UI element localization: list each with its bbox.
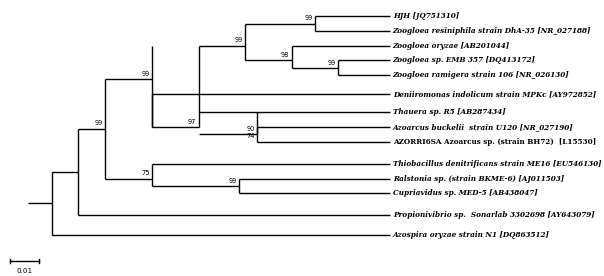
Text: Zoogloea sp. EMB 357 [DQ413172]: Zoogloea sp. EMB 357 [DQ413172] <box>393 56 536 64</box>
Text: 75: 75 <box>141 170 150 176</box>
Text: Azospira oryzae strain N1 [DQ863512]: Azospira oryzae strain N1 [DQ863512] <box>393 231 550 239</box>
Text: Zoogloea ramigera strain 106 [NR_026130]: Zoogloea ramigera strain 106 [NR_026130] <box>393 71 570 79</box>
Text: 99: 99 <box>327 60 336 66</box>
Text: 0.01: 0.01 <box>16 268 33 274</box>
Text: 99: 99 <box>235 38 243 43</box>
Text: 99: 99 <box>304 15 313 21</box>
Text: HJH [JQ751310]: HJH [JQ751310] <box>393 12 459 20</box>
Text: Ralstonia sp. (strain BKME-6) [AJ011503]: Ralstonia sp. (strain BKME-6) [AJ011503] <box>393 174 564 182</box>
Text: 74: 74 <box>246 133 254 139</box>
Text: Cupriavidus sp. MED-5 [AB438047]: Cupriavidus sp. MED-5 [AB438047] <box>393 189 538 197</box>
Text: AZORRI6SA Azoarcus sp. (strain BH72)  [L15530]: AZORRI6SA Azoarcus sp. (strain BH72) [L1… <box>393 138 596 146</box>
Text: Propionivibrio sp.  Sonarlab 3302698 [AY643079]: Propionivibrio sp. Sonarlab 3302698 [AY6… <box>393 211 594 219</box>
Text: Deniiromonas indolicum strain MPKc [AY972852]: Deniiromonas indolicum strain MPKc [AY97… <box>393 90 596 98</box>
Text: Thauera sp. R5 [AB287434]: Thauera sp. R5 [AB287434] <box>393 108 506 116</box>
Text: Azoarcus buckelii  strain U120 [NR_027190]: Azoarcus buckelii strain U120 [NR_027190… <box>393 123 573 131</box>
Text: 99: 99 <box>142 71 150 77</box>
Text: Thiobacillus denitrificans strain ME16 [EU546130]: Thiobacillus denitrificans strain ME16 [… <box>393 160 601 168</box>
Text: 99: 99 <box>229 178 237 184</box>
Text: Zoogloea oryzae [AB201044]: Zoogloea oryzae [AB201044] <box>393 42 510 50</box>
Text: Zoogloea resiniphila strain DhA-35 [NR_027188]: Zoogloea resiniphila strain DhA-35 [NR_0… <box>393 27 591 35</box>
Text: 98: 98 <box>281 52 289 58</box>
Text: 97: 97 <box>188 119 196 125</box>
Text: 99: 99 <box>94 121 103 126</box>
Text: 90: 90 <box>246 126 254 132</box>
